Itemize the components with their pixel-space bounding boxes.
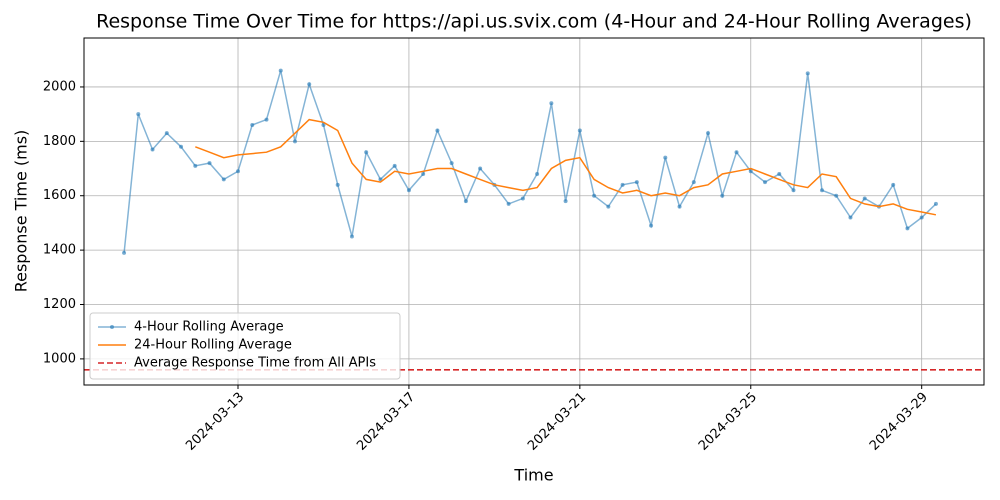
y-tick-label: 1000 [43, 351, 76, 366]
data-point [292, 139, 297, 144]
x-tick-label: 2024-03-21 [525, 390, 589, 454]
data-point [349, 234, 354, 239]
data-point [720, 193, 725, 198]
data-point [748, 169, 753, 174]
x-tick-label: 2024-03-29 [867, 390, 931, 454]
x-tick-label: 2024-03-13 [183, 390, 247, 454]
data-point [905, 226, 910, 231]
data-point [663, 155, 668, 160]
legend-label: Average Response Time from All APIs [134, 356, 376, 371]
x-tick-label: 2024-03-25 [696, 390, 760, 454]
data-point [150, 147, 155, 152]
plot-frame [83, 37, 985, 386]
y-tick-label: 1200 [43, 297, 76, 312]
legend-label: 24-Hour Rolling Average [134, 338, 292, 353]
data-point [506, 201, 511, 206]
data-point [179, 144, 184, 149]
data-point [421, 171, 426, 176]
chart-title: Response Time Over Time for https://api.… [96, 11, 972, 33]
legend-box [89, 312, 401, 380]
series-line [123, 70, 937, 253]
data-point [891, 182, 896, 187]
data-point [136, 112, 141, 117]
data-point [919, 215, 924, 220]
data-point [392, 163, 397, 168]
data-point [649, 223, 654, 228]
data-point [535, 171, 540, 176]
data-point [278, 68, 283, 73]
data-point [834, 193, 839, 198]
data-point [364, 150, 369, 155]
data-point [307, 82, 312, 87]
data-point [606, 204, 611, 209]
data-point [435, 128, 440, 133]
data-point [763, 180, 768, 185]
data-point [933, 201, 938, 206]
legend-label: 4-Hour Rolling Average [134, 320, 284, 335]
x-axis-label: Time [513, 466, 553, 485]
data-point [691, 180, 696, 185]
data-point [805, 71, 810, 76]
legend-marker [110, 325, 114, 329]
data-point [549, 101, 554, 106]
data-point [520, 196, 525, 201]
y-axis-label: Response Time (ms) [12, 130, 31, 293]
data-point [221, 177, 226, 182]
y-tick-label: 1600 [43, 188, 76, 203]
data-point [563, 199, 568, 204]
data-point [706, 131, 711, 136]
data-point [321, 123, 326, 128]
data-point [449, 161, 454, 166]
data-point [193, 163, 198, 168]
y-tick-label: 1800 [43, 134, 76, 149]
data-point [577, 128, 582, 133]
data-point [406, 188, 411, 193]
data-point [335, 182, 340, 187]
data-point [777, 171, 782, 176]
data-point [236, 169, 241, 174]
data-point [207, 161, 212, 166]
data-point [592, 193, 597, 198]
data-point [250, 123, 255, 128]
data-point [862, 196, 867, 201]
series-line [195, 118, 937, 216]
data-point [122, 250, 127, 255]
data-point [819, 188, 824, 193]
legend: 4-Hour Rolling Average 24-Hour Rolling Av… [89, 312, 401, 380]
y-tick-label: 1400 [43, 243, 76, 258]
data-point [164, 131, 169, 136]
data-point [463, 199, 468, 204]
data-point [264, 117, 269, 122]
data-point [620, 182, 625, 187]
data-point [634, 180, 639, 185]
y-tick-label: 2000 [43, 79, 76, 94]
x-tick-label: 2024-03-17 [354, 390, 418, 454]
data-point [677, 204, 682, 209]
data-point [478, 166, 483, 171]
data-point [734, 150, 739, 155]
data-point [848, 215, 853, 220]
data-point [791, 188, 796, 193]
